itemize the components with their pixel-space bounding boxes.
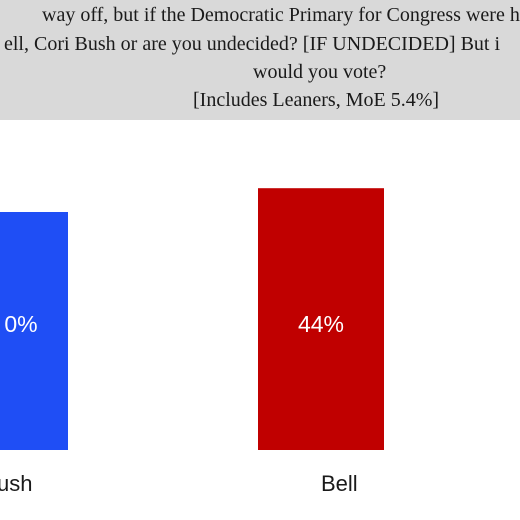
question-line-1: way off, but if the Democratic Primary f… <box>42 4 520 26</box>
question-line-2: ell, Cori Bush or are you undecided? [IF… <box>4 33 501 55</box>
category-label-bush: ush <box>0 471 32 496</box>
question-line-4: [Includes Leaners, MoE 5.4%] <box>193 89 440 111</box>
bar-value-bell: 44% <box>298 311 344 337</box>
question-box: way off, but if the Democratic Primary f… <box>0 0 520 120</box>
bar-bell <box>258 188 384 450</box>
bar-value-bush: 0% <box>4 311 37 337</box>
category-label-bell: Bell <box>321 471 358 496</box>
bar-bush <box>0 212 68 450</box>
question-line-3: would you vote? <box>253 61 387 83</box>
